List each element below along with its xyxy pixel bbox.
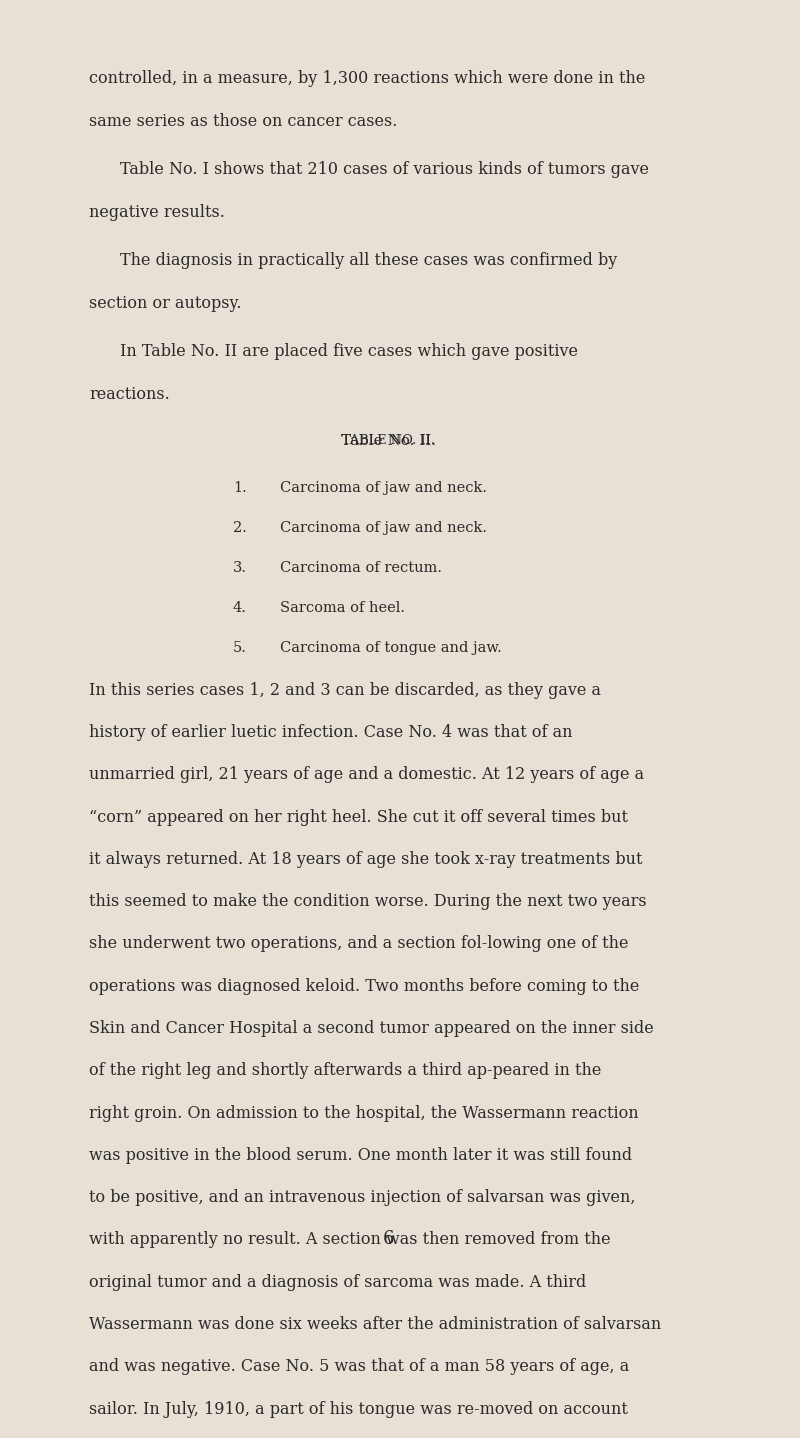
Text: Carcinoma of tongue and jaw.: Carcinoma of tongue and jaw. — [279, 641, 502, 656]
Text: 1.: 1. — [233, 480, 246, 495]
Text: In this series cases 1, 2 and 3 can be discarded, as they gave a: In this series cases 1, 2 and 3 can be d… — [90, 682, 602, 699]
Text: original tumor and a diagnosis of sarcoma was made. A third: original tumor and a diagnosis of sarcom… — [90, 1274, 586, 1291]
Text: TABLE NO. II.: TABLE NO. II. — [342, 434, 434, 447]
Text: 4.: 4. — [233, 601, 247, 615]
Text: Carcinoma of jaw and neck.: Carcinoma of jaw and neck. — [279, 521, 486, 535]
Text: 5.: 5. — [233, 641, 247, 656]
Text: of the right leg and shortly afterwards a third ap-peared in the: of the right leg and shortly afterwards … — [90, 1063, 602, 1080]
Text: “corn” appeared on her right heel. She cut it off several times but: “corn” appeared on her right heel. She c… — [90, 808, 628, 825]
Text: with apparently no result. A section was then removed from the: with apparently no result. A section was… — [90, 1231, 611, 1248]
Text: history of earlier luetic infection. Case No. 4 was that of an: history of earlier luetic infection. Cas… — [90, 723, 573, 741]
Text: reactions.: reactions. — [90, 385, 170, 403]
Text: The diagnosis in practically all these cases was confirmed by: The diagnosis in practically all these c… — [120, 252, 618, 269]
Text: negative results.: negative results. — [90, 204, 225, 220]
Text: sailor. In July, 1910, a part of his tongue was re-moved on account: sailor. In July, 1910, a part of his ton… — [90, 1401, 628, 1418]
Text: Sarcoma of heel.: Sarcoma of heel. — [279, 601, 405, 615]
Text: right groin. On admission to the hospital, the Wassermann reaction: right groin. On admission to the hospita… — [90, 1104, 639, 1122]
Text: she underwent two operations, and a section fol-lowing one of the: she underwent two operations, and a sect… — [90, 935, 629, 952]
Text: operations was diagnosed keloid. Two months before coming to the: operations was diagnosed keloid. Two mon… — [90, 978, 640, 995]
Text: to be positive, and an intravenous injection of salvarsan was given,: to be positive, and an intravenous injec… — [90, 1189, 636, 1206]
Text: same series as those on cancer cases.: same series as those on cancer cases. — [90, 112, 398, 129]
Text: Carcinoma of rectum.: Carcinoma of rectum. — [279, 561, 442, 575]
Text: 6: 6 — [382, 1231, 394, 1248]
Text: Skin and Cancer Hospital a second tumor appeared on the inner side: Skin and Cancer Hospital a second tumor … — [90, 1020, 654, 1037]
Text: Carcinoma of jaw and neck.: Carcinoma of jaw and neck. — [279, 480, 486, 495]
Text: it always returned. At 18 years of age she took x-ray treatments but: it always returned. At 18 years of age s… — [90, 851, 642, 867]
Text: section or autopsy.: section or autopsy. — [90, 295, 242, 312]
Text: was positive in the blood serum. One month later it was still found: was positive in the blood serum. One mon… — [90, 1148, 633, 1163]
Text: 2.: 2. — [233, 521, 247, 535]
Text: unmarried girl, 21 years of age and a domestic. At 12 years of age a: unmarried girl, 21 years of age and a do… — [90, 766, 645, 784]
Text: Wassermann was done six weeks after the administration of salvarsan: Wassermann was done six weeks after the … — [90, 1316, 662, 1333]
Text: Table No. I shows that 210 cases of various kinds of tumors gave: Table No. I shows that 210 cases of vari… — [120, 161, 650, 178]
Text: controlled, in a measure, by 1,300 reactions which were done in the: controlled, in a measure, by 1,300 react… — [90, 70, 646, 88]
Text: 3.: 3. — [233, 561, 247, 575]
Text: and was negative. Case No. 5 was that of a man 58 years of age, a: and was negative. Case No. 5 was that of… — [90, 1359, 630, 1375]
Text: In Table No. II are placed five cases which gave positive: In Table No. II are placed five cases wh… — [120, 344, 578, 361]
Text: this seemed to make the condition worse. During the next two years: this seemed to make the condition worse.… — [90, 893, 647, 910]
Text: Table No. II.: Table No. II. — [341, 434, 436, 449]
